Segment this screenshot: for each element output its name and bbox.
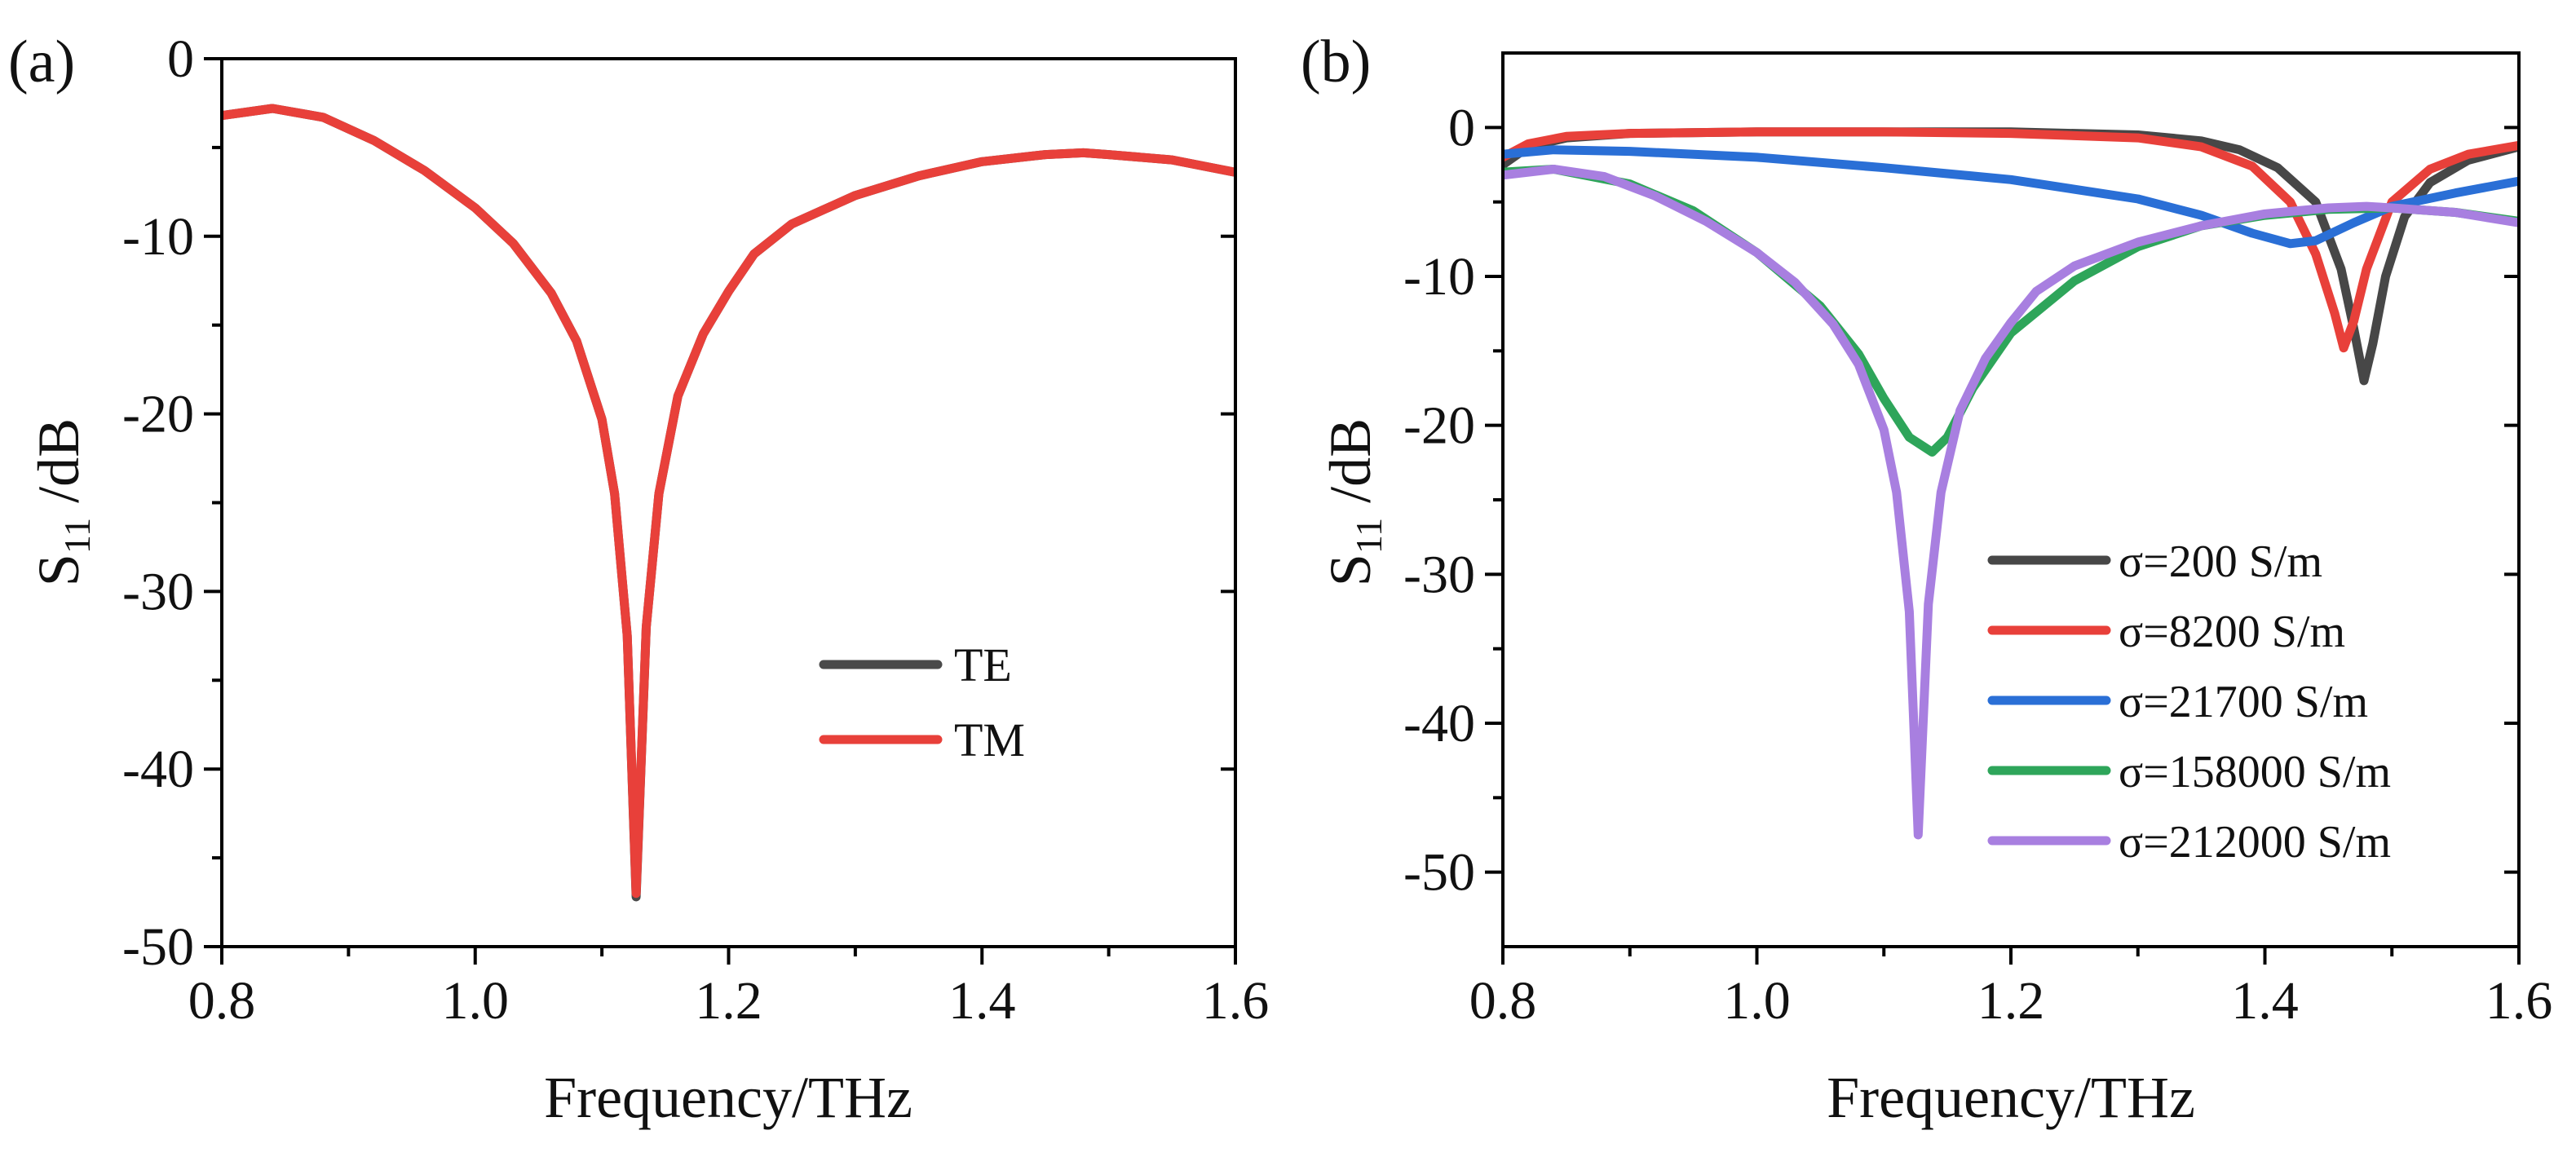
panel-a-x-axis-label: Frequency/THz <box>544 1065 912 1130</box>
panel-b-legend-label: σ=212000 S/m <box>2119 817 2391 868</box>
panel-b-legend-label: σ=8200 S/m <box>2119 607 2345 657</box>
panel-a-x-tick-label: 0.8 <box>188 971 256 1031</box>
panel-a-chart: (a) 0.8 1.0 1.2 1.4 1.6 0 -10 -20 -30 -40 -50 S11 … <box>8 29 1269 1130</box>
panel-a-x-tick-label: 1.0 <box>442 971 510 1031</box>
panel-a-series-lines <box>222 104 1235 902</box>
panel-b-legend-label: σ=21700 S/m <box>2119 677 2368 727</box>
panel-b-plot-frame <box>1501 51 2521 948</box>
panel-a-y-tick-label: -20 <box>122 385 194 444</box>
panel-a-ticks: 0.8 1.0 1.2 1.4 1.6 0 -10 -20 -30 -40 -50 <box>122 29 1269 1031</box>
panel-b-ticks: 0.8 1.0 1.2 1.4 1.6 0 -10 -20 -30 -40 -50 <box>1403 53 2552 1031</box>
panel-a-x-tick-label: 1.2 <box>695 971 762 1031</box>
panel-b-series-line-4 <box>1503 165 2519 457</box>
panel-b-y-tick-label: 0 <box>1448 98 1475 157</box>
panel-a-legend-label: TM <box>954 713 1025 766</box>
panel-a-y-tick-label: -50 <box>122 917 194 977</box>
panel-a-label: (a) <box>8 29 75 95</box>
panel-a-x-tick-label: 1.6 <box>1202 971 1270 1031</box>
panel-a-plot-frame <box>220 57 1237 948</box>
panel-a-x-tick-label: 1.4 <box>948 971 1016 1031</box>
panel-b-label: (b) <box>1301 29 1371 95</box>
panel-b-legend-label: σ=158000 S/m <box>2119 747 2391 797</box>
panel-b-x-axis-label: Frequency/THz <box>1827 1065 2195 1130</box>
panel-b-chart: (b) 0.8 1.0 1.2 1.4 1.6 0 -10 -20 -30 -40 -50 S11 … <box>1301 29 2552 1130</box>
panel-b-x-tick-label: 1.2 <box>1977 971 2045 1031</box>
panel-b-legend: σ=200 S/m σ=8200 S/m σ=21700 S/m σ=158000 S… <box>1987 537 2391 868</box>
panel-a-legend: TE TM <box>819 638 1025 766</box>
panel-b-x-tick-label: 1.4 <box>2231 971 2299 1031</box>
panel-b-x-tick-label: 0.8 <box>1469 971 1537 1031</box>
panel-b-y-tick-label: -30 <box>1403 545 1475 604</box>
panel-a-series-line-1 <box>222 104 1235 902</box>
panel-a-series-line-2 <box>222 104 1235 899</box>
panel-b-y-tick-label: -10 <box>1403 247 1475 307</box>
panel-a-y-tick-label: -30 <box>122 562 194 621</box>
panel-b-series-line-1 <box>1503 127 2519 386</box>
panel-b-y-tick-label: -50 <box>1403 843 1475 903</box>
panel-b-x-tick-label: 1.0 <box>1723 971 1791 1031</box>
panel-a-y-tick-label: -10 <box>122 207 194 267</box>
panel-b-y-axis-label: S11 /dB <box>1318 418 1390 586</box>
panel-b-legend-label: σ=200 S/m <box>2119 537 2322 587</box>
panel-b-series-lines <box>1503 127 2519 840</box>
panel-b-series-line-2 <box>1503 127 2519 353</box>
panel-b-x-tick-label: 1.6 <box>2485 971 2553 1031</box>
panel-b-series-line-5 <box>1503 165 2519 840</box>
panel-a-legend-label: TE <box>954 638 1012 691</box>
panel-a-y-tick-label: -40 <box>122 740 194 799</box>
panel-b-y-tick-label: -40 <box>1403 694 1475 753</box>
panel-a-y-tick-label: 0 <box>167 29 194 89</box>
panel-a-y-axis-label: S11 /dB <box>26 418 98 586</box>
panel-b-y-tick-label: -20 <box>1403 396 1475 456</box>
